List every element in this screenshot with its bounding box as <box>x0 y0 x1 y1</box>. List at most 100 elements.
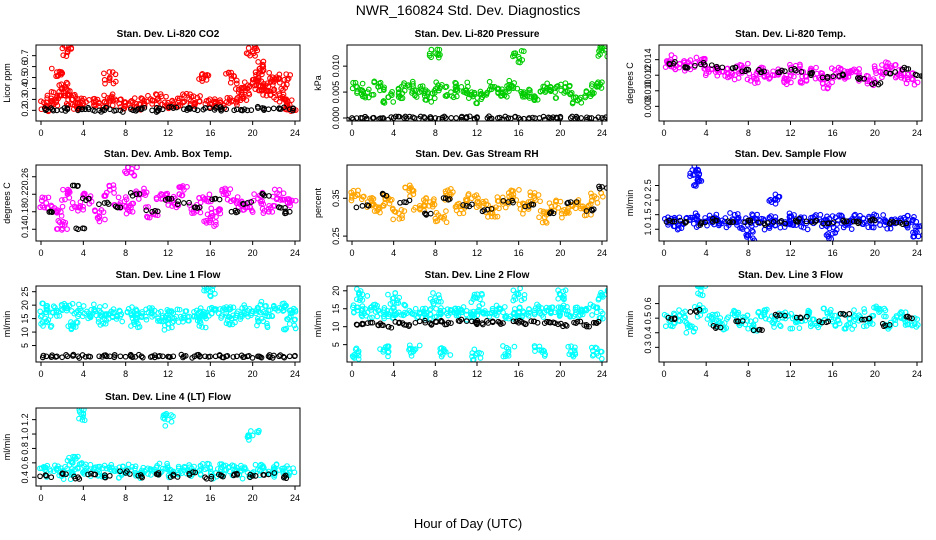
data-point <box>382 311 388 318</box>
data-point <box>238 91 245 98</box>
data-point <box>471 116 478 121</box>
data-point <box>589 352 596 359</box>
data-point <box>799 80 805 86</box>
data-point <box>127 471 133 477</box>
y-tick-label: 0.4 <box>20 82 30 95</box>
y-tick-label: 0.22 <box>20 185 30 203</box>
data-point <box>892 62 898 68</box>
data-point <box>239 85 246 92</box>
data-point <box>243 97 250 103</box>
data-point <box>805 307 812 314</box>
y-tick-label: 1.5 <box>643 208 653 221</box>
data-point <box>460 304 467 310</box>
data-point <box>39 194 46 201</box>
data-point <box>593 345 600 352</box>
data-point <box>117 96 123 103</box>
panel-8: Stan. Dev. Line 2 Flow ml/min 0 4 8 12 16 20 24 5… <box>313 270 608 379</box>
data-point <box>883 69 889 76</box>
data-point <box>819 80 826 87</box>
data-point <box>804 226 811 233</box>
x-tick-label: 20 <box>870 248 880 258</box>
data-point <box>708 313 715 320</box>
data-point <box>761 307 768 313</box>
data-point <box>582 306 588 313</box>
data-point <box>479 208 486 215</box>
data-point <box>564 209 571 216</box>
data-point <box>517 116 524 121</box>
data-point <box>352 79 359 86</box>
data-point <box>42 472 49 478</box>
data-point <box>400 82 407 88</box>
data-point <box>92 464 99 471</box>
data-point <box>539 87 546 94</box>
data-point <box>398 207 405 213</box>
data-point <box>455 309 461 315</box>
data-point <box>486 313 493 320</box>
data-point <box>69 199 76 206</box>
data-point <box>897 72 903 79</box>
data-point <box>401 302 408 308</box>
data-point <box>830 73 837 80</box>
data-point <box>471 193 478 200</box>
data-point <box>234 98 241 105</box>
points-group <box>37 165 299 233</box>
data-point <box>568 343 575 350</box>
data-point <box>521 115 527 121</box>
data-point <box>108 308 115 315</box>
data-point <box>687 173 693 179</box>
data-point <box>460 202 466 208</box>
data-point <box>798 223 805 230</box>
data-point <box>223 70 229 77</box>
data-point <box>241 464 248 471</box>
data-point <box>388 114 395 120</box>
data-point <box>273 196 280 203</box>
data-point <box>291 322 298 329</box>
data-point <box>55 218 62 224</box>
data-point <box>64 226 70 233</box>
data-point <box>129 315 136 322</box>
data-point <box>280 82 287 89</box>
panel-4: Stan. Dev. Amb. Box Temp. degrees C 0 4 8 12 1… <box>2 149 301 258</box>
x-tick-label: 24 <box>597 128 607 138</box>
data-point <box>721 320 728 326</box>
data-point <box>220 354 227 361</box>
data-point <box>594 80 601 87</box>
data-point <box>199 194 206 201</box>
data-point <box>869 321 876 327</box>
data-point <box>782 68 788 75</box>
data-point <box>245 50 251 57</box>
data-point <box>770 68 777 75</box>
data-point <box>208 310 215 317</box>
data-point <box>231 471 238 478</box>
data-point <box>433 297 440 304</box>
x-axis-title: Hour of Day (UTC) <box>413 516 523 531</box>
y-tick-label: 0.25 <box>331 227 341 245</box>
data-point <box>788 69 795 76</box>
data-point <box>761 68 767 75</box>
y-tick-label: 0.35 <box>331 190 341 208</box>
data-point <box>740 314 746 320</box>
data-point <box>758 69 765 75</box>
data-point <box>522 321 529 328</box>
data-point <box>388 324 395 331</box>
data-point <box>839 72 846 78</box>
y-axis-label: ml/min <box>625 311 635 338</box>
data-point <box>80 95 87 102</box>
data-point <box>480 310 487 317</box>
data-point <box>573 199 580 205</box>
data-point <box>569 351 576 358</box>
data-point <box>40 323 46 329</box>
x-tick-label: 4 <box>81 128 86 138</box>
data-point <box>101 92 107 99</box>
data-point <box>417 83 424 90</box>
data-point <box>68 96 75 103</box>
data-point <box>70 351 77 358</box>
data-point <box>111 108 118 114</box>
data-point <box>472 294 479 301</box>
data-point <box>526 309 532 316</box>
data-point <box>601 116 607 121</box>
data-point <box>385 323 392 330</box>
data-point <box>819 223 825 230</box>
data-point <box>456 318 463 325</box>
